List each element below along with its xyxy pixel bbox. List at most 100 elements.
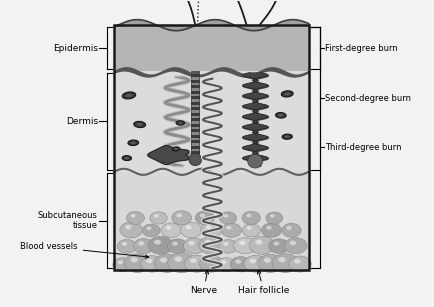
Ellipse shape [189, 154, 202, 166]
Text: Second-degree burn: Second-degree burn [326, 94, 411, 103]
Circle shape [131, 214, 136, 217]
Circle shape [177, 213, 182, 217]
Ellipse shape [137, 123, 143, 126]
Bar [191, 91, 200, 94]
Circle shape [172, 242, 178, 246]
Circle shape [220, 212, 237, 224]
Circle shape [154, 214, 159, 218]
Circle shape [133, 239, 154, 254]
Circle shape [266, 212, 283, 224]
Ellipse shape [128, 140, 138, 146]
Circle shape [118, 260, 123, 264]
Circle shape [230, 257, 252, 272]
Circle shape [142, 224, 160, 237]
Ellipse shape [178, 122, 182, 124]
Ellipse shape [131, 142, 136, 144]
Circle shape [264, 258, 271, 263]
Ellipse shape [284, 92, 290, 95]
Circle shape [219, 239, 238, 253]
Circle shape [126, 212, 145, 224]
Circle shape [186, 225, 191, 230]
Circle shape [150, 212, 167, 224]
Bar [114, 25, 309, 270]
Bar [191, 135, 200, 138]
Bar [191, 140, 200, 143]
Circle shape [269, 239, 289, 253]
Circle shape [250, 258, 256, 263]
Circle shape [247, 226, 252, 230]
Circle shape [199, 236, 224, 254]
Circle shape [131, 257, 138, 262]
Circle shape [113, 258, 132, 272]
Bar [114, 25, 309, 71]
Bar [191, 107, 200, 110]
Bar [191, 74, 200, 77]
Circle shape [205, 239, 212, 245]
Circle shape [282, 223, 301, 237]
Circle shape [242, 224, 260, 237]
Circle shape [154, 240, 161, 245]
Circle shape [221, 223, 241, 237]
Circle shape [172, 211, 191, 225]
Circle shape [184, 238, 205, 254]
Ellipse shape [282, 134, 293, 139]
Circle shape [285, 238, 307, 254]
Circle shape [261, 223, 282, 237]
Circle shape [148, 236, 173, 254]
Circle shape [184, 255, 208, 272]
Circle shape [217, 258, 236, 272]
Circle shape [166, 226, 171, 230]
Circle shape [272, 254, 299, 272]
Circle shape [117, 239, 136, 253]
Circle shape [146, 259, 152, 263]
Circle shape [278, 257, 286, 262]
Circle shape [181, 222, 202, 238]
Bar [191, 119, 200, 121]
Circle shape [200, 255, 223, 272]
Bar [114, 172, 309, 270]
Bar [191, 157, 200, 160]
Circle shape [154, 254, 180, 272]
Ellipse shape [176, 121, 184, 125]
Ellipse shape [276, 113, 286, 118]
Ellipse shape [125, 94, 132, 97]
Circle shape [221, 260, 227, 264]
Ellipse shape [122, 92, 136, 99]
Circle shape [247, 214, 252, 217]
Bar [191, 85, 200, 88]
Circle shape [290, 241, 296, 245]
Circle shape [226, 226, 232, 230]
Circle shape [146, 226, 151, 230]
Text: Blood vessels: Blood vessels [20, 242, 149, 258]
Circle shape [138, 241, 144, 246]
Circle shape [233, 238, 256, 254]
Circle shape [125, 225, 132, 229]
Bar [114, 71, 309, 172]
Circle shape [258, 254, 283, 272]
Circle shape [195, 211, 214, 225]
Bar [191, 71, 200, 163]
Circle shape [270, 214, 275, 218]
Text: First-degree burn: First-degree burn [326, 44, 398, 52]
Circle shape [273, 242, 279, 246]
Circle shape [120, 222, 142, 238]
Circle shape [124, 254, 151, 272]
Circle shape [189, 241, 195, 245]
Text: Epidermis: Epidermis [53, 44, 98, 52]
Text: Nerve: Nerve [190, 270, 217, 295]
Text: Dermis: Dermis [66, 117, 98, 126]
Circle shape [244, 255, 267, 272]
Ellipse shape [172, 147, 180, 151]
Ellipse shape [281, 91, 293, 97]
Circle shape [201, 223, 222, 238]
Ellipse shape [285, 135, 290, 138]
Circle shape [294, 259, 300, 263]
Bar [191, 80, 200, 83]
Circle shape [250, 236, 275, 254]
Circle shape [242, 211, 260, 224]
Ellipse shape [122, 156, 132, 161]
Circle shape [239, 240, 246, 245]
Circle shape [168, 239, 187, 253]
Circle shape [141, 256, 164, 272]
Bar [191, 113, 200, 116]
